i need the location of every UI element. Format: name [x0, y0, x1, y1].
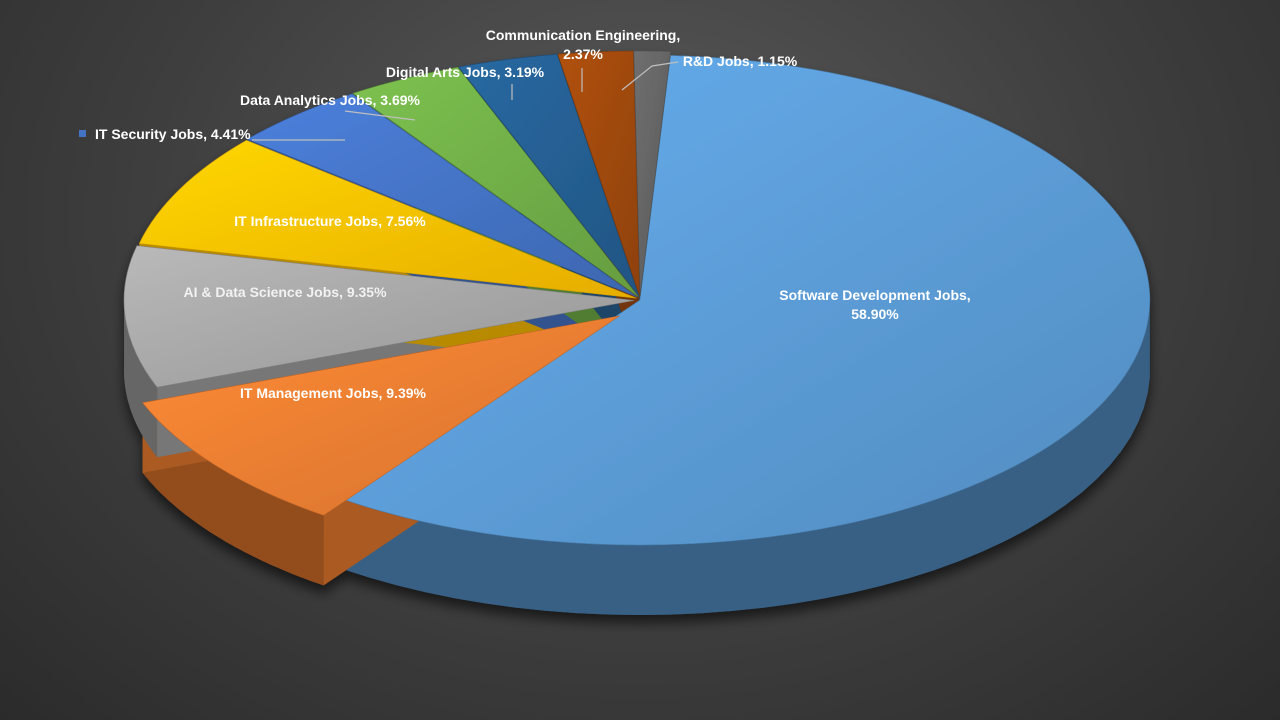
data-label: Communication Engineering, 2.37% [486, 27, 680, 62]
data-label: Data Analytics Jobs, 3.69% [240, 92, 421, 108]
data-label: IT Security Jobs, 4.41% [95, 126, 251, 142]
pie-slice-side [124, 295, 158, 458]
pie-slice-communication-engineering [557, 50, 640, 297]
pie-slice-side [344, 307, 1150, 615]
pie-slice-data-analytics-jobs [352, 66, 639, 297]
pie-slice-it-security-jobs [246, 93, 638, 298]
pie-slice-ai-data-science-jobs [123, 245, 635, 388]
data-label: IT Infrastructure Jobs, 7.56% [234, 213, 426, 229]
leader-line [621, 61, 679, 91]
data-label: IT Management Jobs, 9.39% [240, 385, 426, 401]
legend-key [79, 130, 86, 137]
pie-slice-software-development-jobs [343, 55, 1151, 546]
data-label: AI & Data Science Jobs, 9.35% [183, 284, 387, 300]
data-label: Software Development Jobs, 58.90% [779, 287, 970, 322]
pie-slice-it-management-jobs [141, 315, 620, 516]
pie-slice-r-d-jobs [633, 50, 672, 297]
data-label: Digital Arts Jobs, 3.19% [386, 64, 545, 80]
pie-slice-digital-arts-jobs [458, 53, 640, 297]
data-label: R&D Jobs, 1.15% [683, 53, 798, 69]
leader-line [344, 110, 416, 121]
pie-slice-it-infrastructure-jobs [138, 139, 637, 299]
